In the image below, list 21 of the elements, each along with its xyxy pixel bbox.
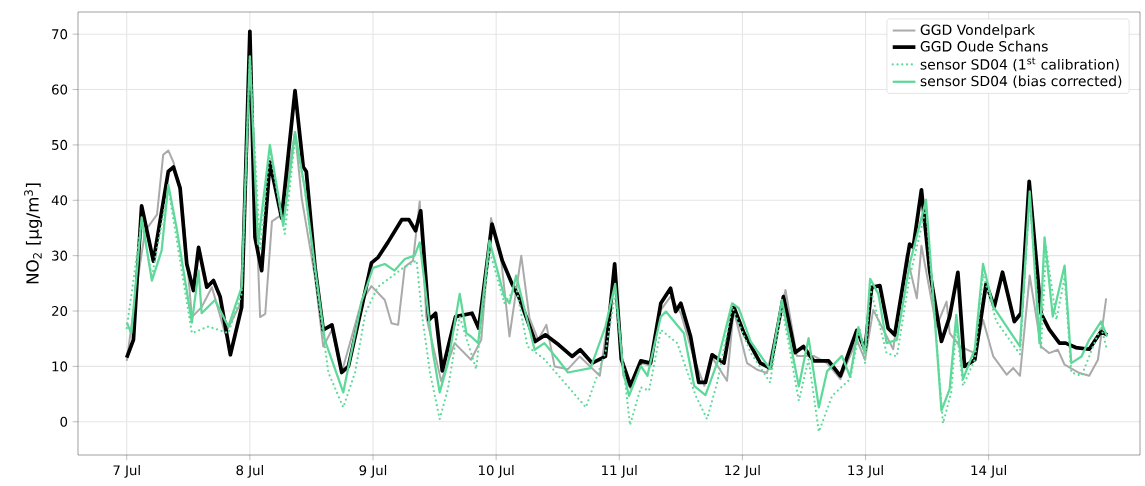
y-tick-label: 70 — [52, 29, 68, 40]
y-tick-label: 40 — [51, 195, 68, 206]
x-tick-label: 7 Jul — [113, 464, 140, 478]
x-tick-label: 10 Jul — [479, 464, 514, 478]
legend-label: GGD Oude Schans — [920, 40, 1048, 52]
legend-label: sensor SD04 (bias corrected) — [920, 75, 1122, 88]
x-tick-label: 13 Jul — [848, 464, 883, 478]
x-tick-label: 11 Jul — [602, 464, 637, 478]
y-tick-label: 0 — [60, 416, 68, 427]
x-tick-label: 8 Jul — [236, 464, 263, 478]
y-tick-label: 60 — [52, 84, 68, 95]
x-tick-label: 14 Jul — [971, 464, 1006, 478]
y-tick-label: 50 — [52, 139, 68, 150]
y-axis-title: NO$_{2}$ [µg/m$^{3}$] — [24, 183, 42, 284]
x-tick-label: 9 Jul — [359, 464, 387, 478]
x-tick-label: 12 Jul — [725, 464, 760, 478]
legend-label: GGD Vondelpark — [920, 24, 1036, 38]
y-tick-label: 30 — [52, 250, 68, 261]
y-tick-label: 10 — [52, 361, 68, 372]
legend-label: sensor SD04 (1$^{st}$ calibration) — [920, 57, 1119, 72]
y-tick-label: 20 — [52, 305, 68, 317]
